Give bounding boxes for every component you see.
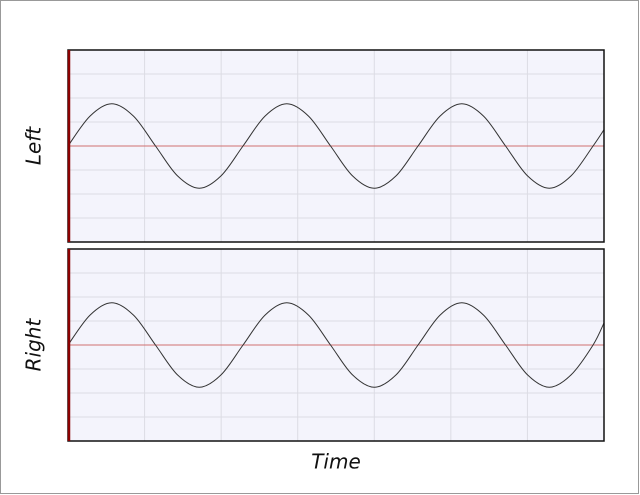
x-axis-label: Time: [311, 450, 361, 474]
y-axis-label: Left: [22, 126, 46, 165]
y-axis-label: Right: [22, 318, 46, 372]
waveform: [67, 103, 605, 189]
waveform: [67, 302, 605, 388]
